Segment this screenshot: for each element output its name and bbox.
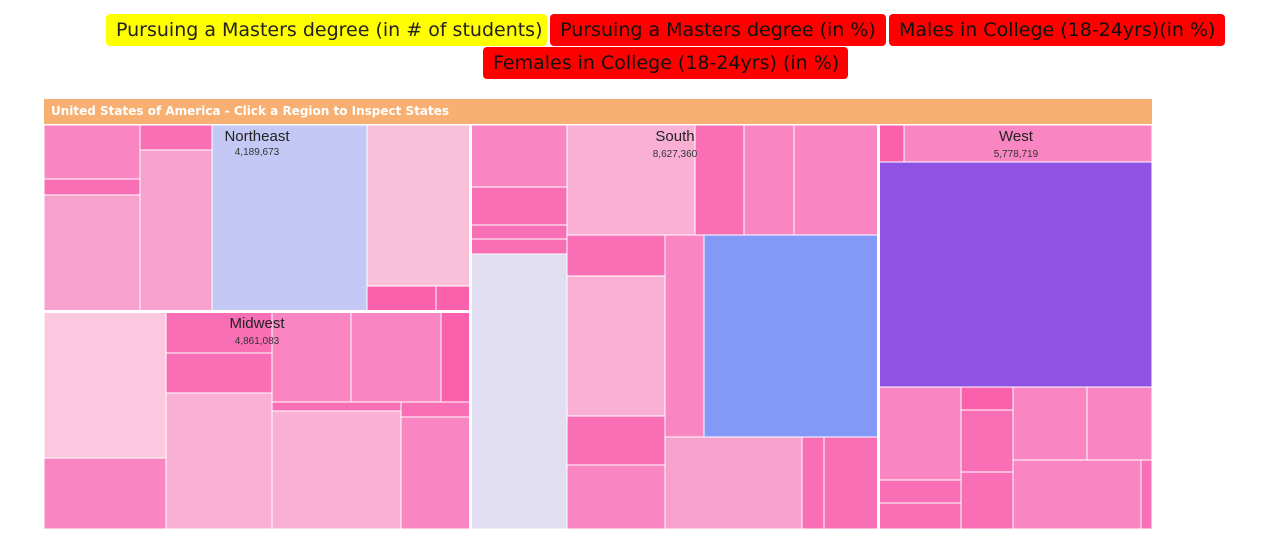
state-cell-south-7[interactable] bbox=[743, 124, 795, 236]
region-value-northeast: 4,189,673 bbox=[235, 147, 280, 158]
region-value-midwest: 4,861,083 bbox=[235, 336, 280, 347]
state-cell-midwest-11[interactable] bbox=[400, 416, 471, 530]
state-cell-south-5[interactable] bbox=[566, 124, 696, 236]
region-label-south: South bbox=[655, 128, 694, 145]
state-cell-south-17[interactable] bbox=[823, 436, 879, 530]
state-cell-midwest-8[interactable] bbox=[271, 401, 402, 412]
button-masters-count-label: Pursuing a Masters degree (in # of stude… bbox=[116, 19, 543, 41]
region-value-west: 5,778,719 bbox=[994, 149, 1039, 160]
state-cell-midwest-3[interactable] bbox=[165, 352, 273, 394]
state-cell-west-6[interactable] bbox=[960, 386, 1014, 411]
state-cell-northeast-6[interactable] bbox=[366, 124, 471, 287]
state-cell-midwest-1[interactable] bbox=[43, 457, 167, 530]
region-value-south: 8,627,360 bbox=[653, 149, 698, 160]
state-cell-northeast-1[interactable] bbox=[43, 178, 141, 196]
state-cell-south-2[interactable] bbox=[470, 224, 568, 240]
state-cell-midwest-4[interactable] bbox=[165, 392, 273, 530]
state-cell-west-11[interactable] bbox=[1012, 459, 1142, 530]
state-cell-south-13[interactable] bbox=[664, 234, 705, 438]
state-cell-midwest-2[interactable] bbox=[165, 311, 273, 354]
state-cell-west-4[interactable] bbox=[878, 479, 962, 504]
region-label-west: West bbox=[999, 128, 1034, 145]
region-label-midwest: Midwest bbox=[229, 315, 285, 332]
state-cell-west-10[interactable] bbox=[1086, 386, 1153, 461]
state-cell-midwest-9[interactable] bbox=[400, 401, 471, 418]
state-cell-south-14[interactable] bbox=[703, 234, 879, 438]
state-cell-south-16[interactable] bbox=[801, 436, 825, 530]
state-cell-northeast-7[interactable] bbox=[366, 285, 437, 312]
state-cell-northeast-3[interactable] bbox=[139, 124, 213, 151]
button-masters-count[interactable]: Pursuing a Masters degree (in # of stude… bbox=[106, 14, 547, 46]
state-cell-midwest-6[interactable] bbox=[350, 311, 442, 403]
state-cell-south-6[interactable] bbox=[694, 124, 745, 236]
state-cell-northeast-4[interactable] bbox=[139, 149, 213, 312]
state-cell-west-5[interactable] bbox=[878, 502, 962, 530]
state-cell-south-11[interactable] bbox=[566, 415, 666, 466]
state-cell-south-10[interactable] bbox=[566, 275, 666, 417]
button-females-college-label: Females in College (18-24yrs) (in %) bbox=[493, 52, 840, 74]
state-cell-west-7[interactable] bbox=[960, 409, 1014, 473]
button-females-college[interactable]: Females in College (18-24yrs) (in %) bbox=[483, 47, 848, 79]
state-cell-northeast-0[interactable] bbox=[43, 124, 141, 180]
state-cell-west-8[interactable] bbox=[960, 471, 1014, 530]
state-cell-northeast-8[interactable] bbox=[435, 285, 471, 312]
state-cell-west-0[interactable] bbox=[878, 124, 905, 163]
state-cell-west-2[interactable] bbox=[878, 161, 1153, 388]
state-cell-midwest-10[interactable] bbox=[271, 410, 402, 530]
treemap-header: United States of America - Click a Regio… bbox=[44, 99, 1152, 124]
button-masters-percent[interactable]: Pursuing a Masters degree (in %) bbox=[550, 14, 886, 46]
state-cell-northeast-5[interactable] bbox=[211, 124, 368, 312]
state-cell-west-12[interactable] bbox=[1140, 459, 1153, 530]
state-cell-west-9[interactable] bbox=[1012, 386, 1088, 461]
state-cell-west-3[interactable] bbox=[878, 386, 962, 481]
state-cell-south-9[interactable] bbox=[566, 234, 666, 277]
state-cell-south-8[interactable] bbox=[793, 124, 879, 236]
button-masters-percent-label: Pursuing a Masters degree (in %) bbox=[560, 19, 876, 41]
button-males-college-label: Males in College (18-24yrs)(in %) bbox=[899, 19, 1216, 41]
state-cell-south-12[interactable] bbox=[566, 464, 666, 530]
state-cell-midwest-5[interactable] bbox=[271, 311, 352, 403]
state-cell-midwest-7[interactable] bbox=[440, 311, 471, 403]
region-label-northeast: Northeast bbox=[224, 128, 290, 145]
state-cell-south-4[interactable] bbox=[470, 253, 568, 530]
state-cell-northeast-2[interactable] bbox=[43, 194, 141, 312]
state-cell-south-3[interactable] bbox=[470, 238, 568, 255]
state-cell-south-15[interactable] bbox=[664, 436, 803, 530]
button-males-college[interactable]: Males in College (18-24yrs)(in %) bbox=[889, 14, 1225, 46]
state-cell-midwest-0[interactable] bbox=[43, 311, 167, 459]
state-cell-south-0[interactable] bbox=[470, 124, 568, 188]
state-cell-south-1[interactable] bbox=[470, 186, 568, 226]
